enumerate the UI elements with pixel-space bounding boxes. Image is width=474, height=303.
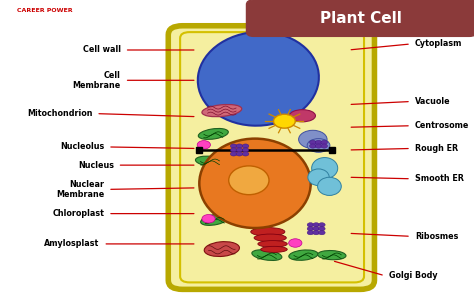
Text: Nucleus: Nucleus [78, 161, 114, 170]
Text: Smooth ER: Smooth ER [415, 174, 464, 183]
Ellipse shape [289, 110, 316, 122]
Circle shape [321, 144, 328, 148]
Ellipse shape [201, 214, 229, 225]
FancyBboxPatch shape [246, 0, 474, 36]
Text: CAREER POWER: CAREER POWER [17, 8, 72, 13]
Ellipse shape [251, 228, 285, 236]
Circle shape [313, 231, 319, 235]
Circle shape [319, 227, 325, 231]
FancyBboxPatch shape [168, 26, 374, 289]
Ellipse shape [200, 139, 311, 228]
Circle shape [307, 223, 314, 227]
Circle shape [310, 144, 316, 148]
Circle shape [313, 227, 319, 231]
Text: Cell
Membrane: Cell Membrane [73, 71, 121, 90]
Circle shape [321, 140, 328, 145]
Ellipse shape [311, 158, 337, 179]
Text: Golgi Body: Golgi Body [389, 271, 438, 280]
Circle shape [230, 152, 237, 156]
Circle shape [236, 148, 243, 152]
FancyBboxPatch shape [180, 32, 364, 282]
Ellipse shape [289, 250, 318, 260]
Text: Nuclear
Membrane: Nuclear Membrane [56, 180, 104, 199]
Ellipse shape [307, 139, 330, 152]
Circle shape [242, 148, 249, 152]
Text: Rough ER: Rough ER [415, 144, 458, 153]
Circle shape [319, 231, 325, 235]
Text: Cell wall: Cell wall [83, 45, 121, 55]
Circle shape [315, 140, 322, 145]
Circle shape [313, 223, 319, 227]
Ellipse shape [318, 177, 341, 195]
Text: Nucleolus: Nucleolus [60, 142, 104, 152]
Circle shape [310, 140, 316, 145]
Text: Amylosplast: Amylosplast [44, 239, 100, 248]
Ellipse shape [198, 128, 228, 139]
Circle shape [242, 152, 249, 156]
Ellipse shape [202, 105, 242, 117]
Text: Chloroplast: Chloroplast [53, 209, 104, 218]
Ellipse shape [195, 156, 225, 166]
Circle shape [230, 148, 237, 152]
Ellipse shape [299, 130, 327, 148]
Circle shape [289, 239, 302, 247]
Text: Centrosome: Centrosome [415, 121, 469, 130]
Ellipse shape [252, 250, 282, 261]
Circle shape [236, 152, 243, 156]
Ellipse shape [258, 241, 287, 247]
Circle shape [197, 141, 210, 149]
Text: Plant Cell: Plant Cell [320, 11, 402, 26]
Circle shape [202, 215, 215, 223]
Circle shape [307, 227, 314, 231]
Text: Mitochondrion: Mitochondrion [27, 109, 92, 118]
Ellipse shape [254, 234, 286, 242]
Circle shape [236, 144, 243, 148]
Ellipse shape [318, 251, 346, 260]
Ellipse shape [308, 169, 329, 185]
Ellipse shape [198, 32, 319, 126]
Text: Ribosmes: Ribosmes [415, 232, 458, 241]
Ellipse shape [228, 166, 269, 195]
Circle shape [315, 144, 322, 148]
Text: Vacuole: Vacuole [415, 97, 450, 106]
Circle shape [307, 231, 314, 235]
Circle shape [273, 114, 295, 128]
Circle shape [230, 144, 237, 148]
Ellipse shape [261, 246, 287, 252]
Text: Cytoplasm: Cytoplasm [415, 39, 462, 48]
Ellipse shape [204, 241, 239, 257]
Circle shape [242, 144, 249, 148]
Circle shape [319, 223, 325, 227]
